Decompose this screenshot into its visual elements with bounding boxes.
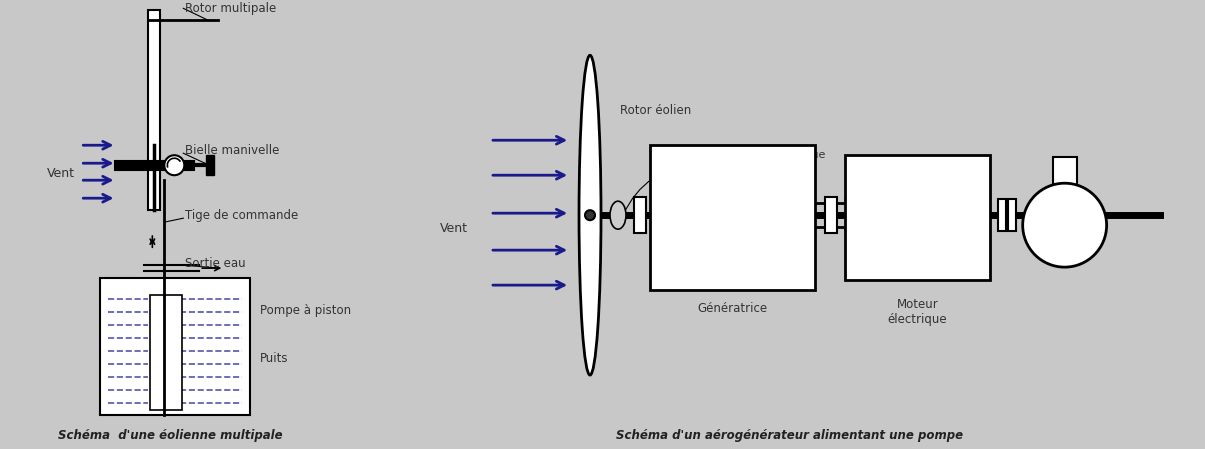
Circle shape <box>164 155 184 175</box>
Bar <box>634 197 646 233</box>
Text: Schéma  d'une éolienne multipale: Schéma d'une éolienne multipale <box>58 428 283 441</box>
Circle shape <box>1023 183 1106 267</box>
Text: Puits: Puits <box>260 352 289 365</box>
Bar <box>845 155 989 280</box>
Text: Tige de commande: Tige de commande <box>186 209 299 222</box>
Text: Rotor éolien: Rotor éolien <box>621 104 692 117</box>
Text: Bielle manivelle: Bielle manivelle <box>186 144 280 157</box>
Bar <box>1007 199 1016 231</box>
Bar <box>100 278 251 415</box>
Bar <box>1053 157 1076 207</box>
Bar <box>151 295 182 410</box>
Circle shape <box>584 210 595 220</box>
Text: Pompe à piston: Pompe à piston <box>260 304 352 317</box>
Ellipse shape <box>580 55 601 375</box>
Bar <box>649 145 815 290</box>
Bar <box>206 155 214 175</box>
Ellipse shape <box>610 201 625 229</box>
Text: Moteur
électrique: Moteur électrique <box>887 298 947 326</box>
Text: Vent: Vent <box>440 222 468 235</box>
Text: Vent: Vent <box>47 167 75 180</box>
Text: Génératrice: Génératrice <box>698 302 768 315</box>
Bar <box>998 199 1006 231</box>
Bar <box>825 197 836 233</box>
Text: Rotor multipale: Rotor multipale <box>186 2 277 15</box>
Text: Accouplement mécanique: Accouplement mécanique <box>680 150 825 160</box>
Text: Sortie eau: Sortie eau <box>186 257 246 270</box>
Bar <box>148 10 160 210</box>
Text: Schéma d'un aérogénérateur alimentant une pompe: Schéma d'un aérogénérateur alimentant un… <box>616 428 964 441</box>
